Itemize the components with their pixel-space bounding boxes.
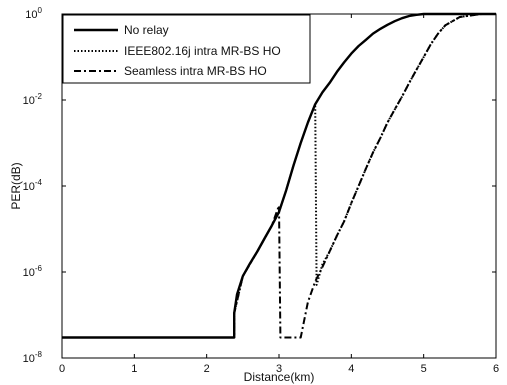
- y-tick-label-1: 10-6: [23, 264, 43, 279]
- x-tick-label-0: 0: [59, 363, 65, 375]
- x-axis-label: Distance(km): [244, 370, 315, 384]
- legend-label-no-relay: No relay: [124, 23, 169, 37]
- x-tick-label-1: 1: [131, 363, 137, 375]
- x-tick-label-2: 2: [204, 363, 210, 375]
- x-tick-label-6: 6: [493, 363, 499, 375]
- y-tick-label-4: 100: [25, 6, 42, 21]
- y-tick-label-0: 10-8: [23, 350, 43, 365]
- legend: No relay IEEE802.16j intra MR-BS HO Seam…: [63, 15, 310, 83]
- x-tick-label-4: 4: [348, 363, 354, 375]
- y-tick-label-3: 10-2: [23, 92, 43, 107]
- y-tick-label-2: 10-4: [23, 178, 43, 193]
- x-tick-label-5: 5: [421, 363, 427, 375]
- legend-label-ieee80216j: IEEE802.16j intra MR-BS HO: [124, 44, 281, 58]
- y-axis-label: PER(dB): [9, 162, 23, 209]
- legend-label-seamless: Seamless intra MR-BS HO: [124, 64, 267, 78]
